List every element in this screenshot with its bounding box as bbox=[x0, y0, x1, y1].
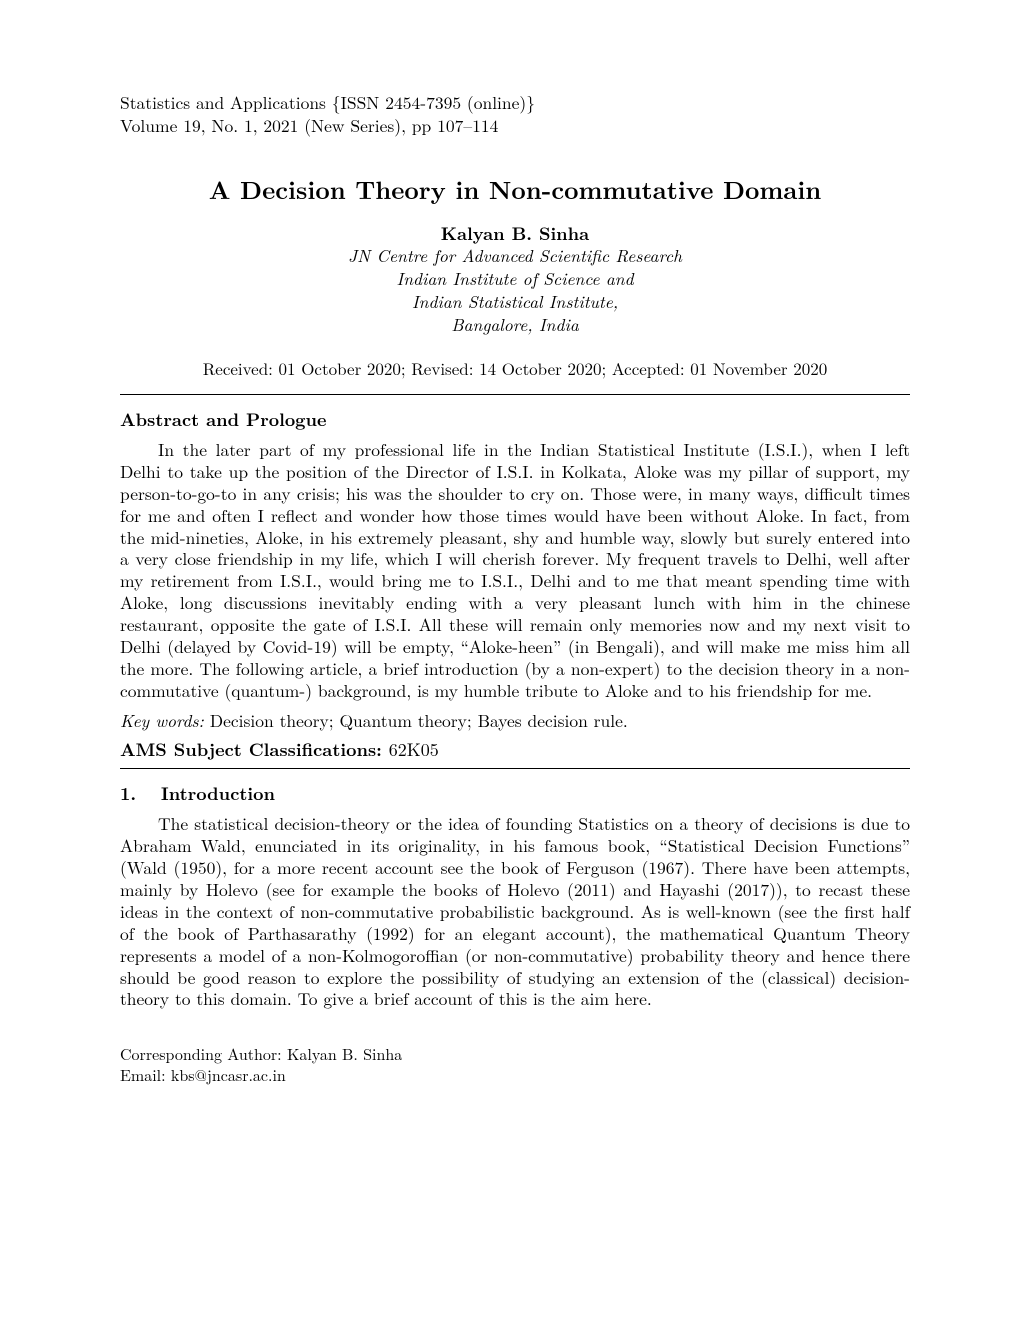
journal-volume-line: Volume 19, No. 1, 2021 (New Series), pp … bbox=[120, 115, 910, 138]
ams-line: AMS Subject Classifications: 62K05 bbox=[120, 739, 910, 762]
author-affiliation-4: Bangalore, India bbox=[120, 314, 910, 337]
abstract-heading: Abstract and Prologue bbox=[120, 409, 910, 432]
section-1-number: 1. bbox=[120, 783, 154, 806]
author-affiliation-1: JN Centre for Advanced Scientific Resear… bbox=[120, 245, 910, 268]
ams-code: 62K05 bbox=[389, 737, 439, 762]
email-value: kbs@jncasr.ac.in bbox=[171, 1063, 286, 1086]
keywords-label: Key words: bbox=[120, 708, 204, 733]
journal-name-line: Statistics and Applications {ISSN 2454-7… bbox=[120, 92, 910, 115]
section-1-title: Introduction bbox=[161, 781, 275, 806]
ams-label: AMS Subject Classifications: bbox=[120, 737, 389, 762]
section-1-heading: 1. Introduction bbox=[120, 783, 910, 806]
author-affiliation-2: Indian Institute of Science and bbox=[120, 268, 910, 291]
corresponding-author-name: Kalyan B. Sinha bbox=[287, 1042, 402, 1065]
author-affiliation-3: Indian Statistical Institute, bbox=[120, 291, 910, 314]
paper-title: A Decision Theory in Non-commutative Dom… bbox=[120, 174, 910, 205]
keywords-line: Key words: Decision theory; Quantum theo… bbox=[120, 710, 910, 732]
author-block: Kalyan B. Sinha JN Centre for Advanced S… bbox=[120, 223, 910, 337]
abstract-body: In the later part of my professional lif… bbox=[120, 439, 910, 702]
corresponding-author-footer: Corresponding Author: Kalyan B. Sinha Em… bbox=[120, 1044, 910, 1086]
section-1-body: The statistical decision-theory or the i… bbox=[120, 813, 910, 1010]
bottom-rule bbox=[120, 768, 910, 769]
email-label: Email: bbox=[120, 1063, 171, 1086]
journal-header: Statistics and Applications {ISSN 2454-7… bbox=[120, 92, 910, 138]
keywords-text: Decision theory; Quantum theory; Bayes d… bbox=[204, 708, 628, 733]
corresponding-author-label: Corresponding Author: bbox=[120, 1042, 287, 1065]
top-rule bbox=[120, 394, 910, 395]
article-dates: Received: 01 October 2020; Revised: 14 O… bbox=[120, 358, 910, 379]
author-name: Kalyan B. Sinha bbox=[120, 223, 910, 246]
corresponding-email-line: Email: kbs@jncasr.ac.in bbox=[120, 1065, 910, 1086]
corresponding-author-line: Corresponding Author: Kalyan B. Sinha bbox=[120, 1044, 910, 1065]
